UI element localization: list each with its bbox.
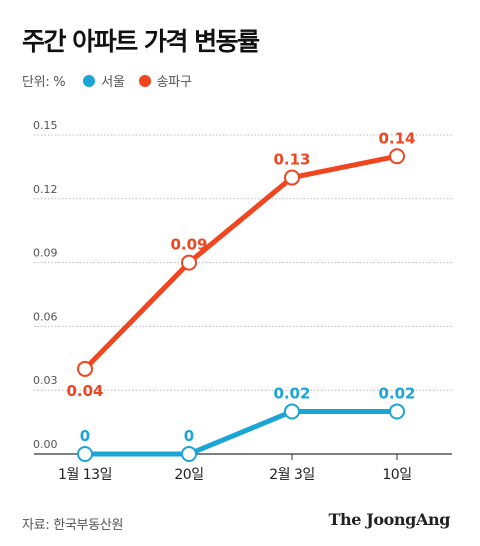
series-line-seoul [82, 408, 400, 457]
x-tick-label: 2월 3일 [269, 467, 315, 483]
y-tick-label: 0.12 [33, 183, 58, 196]
legend-swatch-seoul [83, 74, 96, 87]
data-label-seoul: 0.02 [378, 384, 415, 402]
data-point-seoul [77, 446, 93, 462]
data-label-seoul: 0 [80, 427, 90, 445]
legend-item-songpa: 송파구 [138, 71, 192, 90]
data-point-seoul [389, 403, 405, 420]
publisher-logo: The JoongAng [328, 510, 451, 529]
y-tick-label: 0.15 [33, 119, 58, 132]
x-tick-label: 1월 13일 [58, 467, 112, 483]
y-tick-label: 0.06 [33, 310, 58, 323]
legend-swatch-songpa [138, 74, 151, 87]
data-label-songpa: 0.13 [273, 151, 310, 169]
data-point-seoul [181, 446, 197, 462]
x-tick-label: 10일 [382, 467, 411, 483]
y-tick-label: 0.03 [33, 374, 58, 387]
x-tick-label: 20일 [174, 467, 203, 483]
data-point-songpa [77, 360, 93, 377]
legend: 단위: % 서울 송파구 [22, 71, 206, 90]
y-tick-label: 0.00 [33, 438, 58, 451]
y-tick-label: 0.09 [33, 247, 58, 260]
series-line-songpa [82, 153, 400, 372]
data-point-songpa [284, 169, 300, 186]
data-label-songpa: 0.09 [170, 236, 207, 254]
data-label-seoul: 0 [184, 427, 194, 445]
legend-label-songpa: 송파구 [156, 75, 192, 90]
legend-item-seoul: 서울 [83, 71, 125, 90]
source-note: 자료: 한국부동산원 [22, 518, 124, 533]
data-label-songpa: 0.04 [66, 382, 103, 400]
data-point-songpa [389, 148, 405, 165]
data-label-seoul: 0.02 [273, 384, 310, 402]
chart-title: 주간 아파트 가격 변동률 [22, 27, 260, 56]
data-point-songpa [181, 254, 197, 271]
data-label-songpa: 0.14 [378, 129, 415, 147]
unit-label: 단위: % [22, 75, 66, 90]
legend-label-seoul: 서울 [101, 75, 125, 90]
data-point-seoul [284, 403, 300, 420]
